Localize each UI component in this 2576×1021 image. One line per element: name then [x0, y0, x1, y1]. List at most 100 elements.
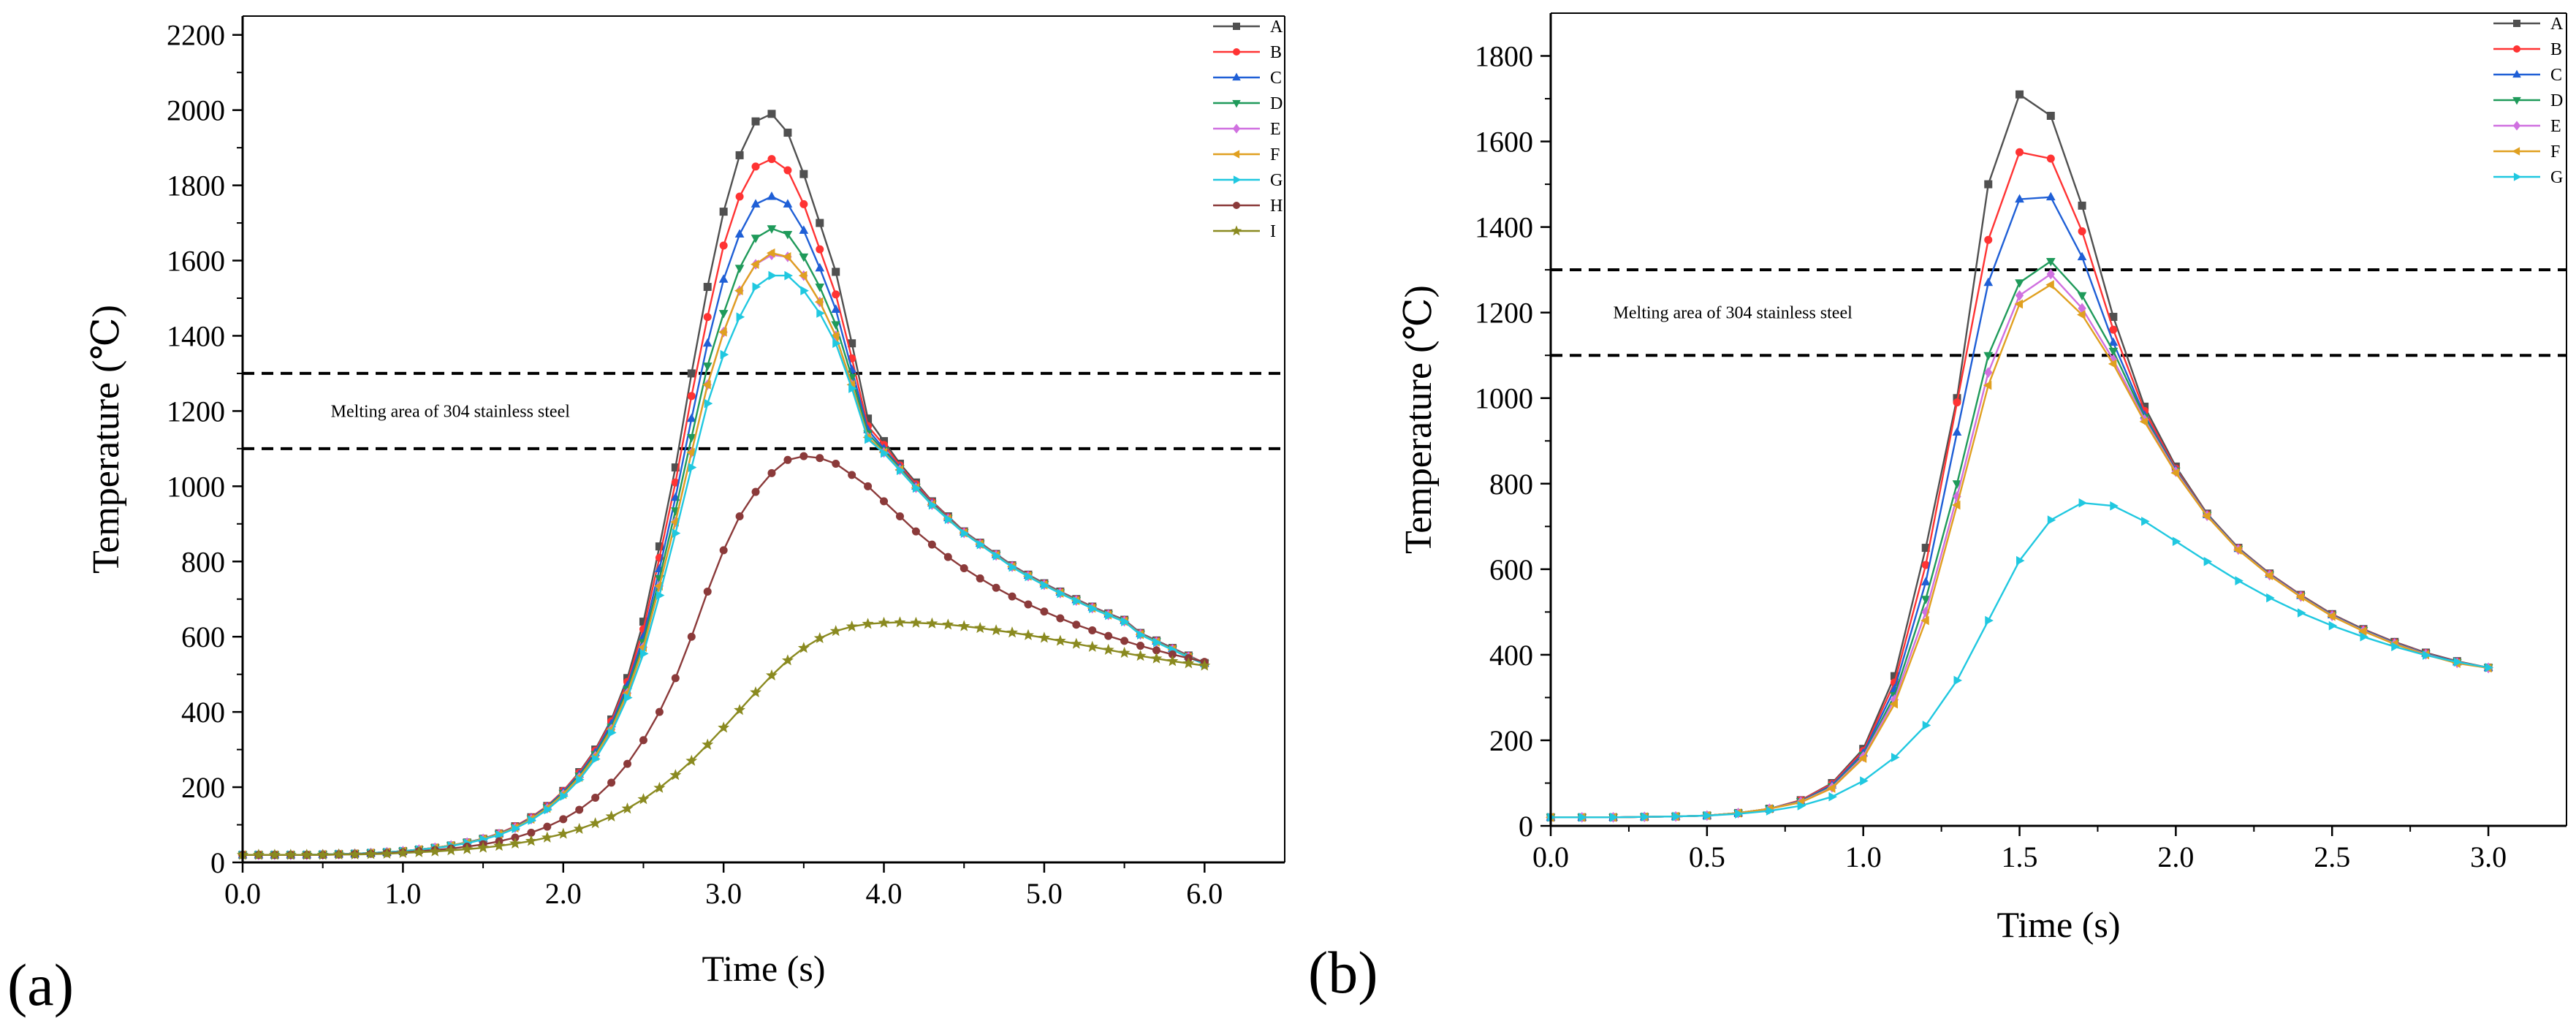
- chart-a-legend-marker-D: [1232, 99, 1241, 108]
- chart-a-series-G-point-45: [960, 528, 970, 539]
- chart-b-series-F-point-25: [2327, 611, 2336, 621]
- chart-b-series-F-point-15: [2014, 299, 2024, 309]
- chart-a-series-I-point-10: [397, 846, 409, 858]
- chart-a-series-I-point-43: [926, 617, 938, 629]
- chart-a-series-G-point-22: [592, 754, 601, 764]
- chart-a-series-I-point-38: [846, 620, 858, 632]
- chart-b-series-G-point-6: [1735, 809, 1744, 819]
- chart-a-series-D-point-31: [734, 265, 745, 273]
- chart-a-series-I-point-48: [1006, 626, 1019, 638]
- chart-b-series-G-point-2: [1610, 812, 1619, 822]
- chart-a-series-G-point-35: [800, 286, 809, 296]
- chart-b-series-C-point-12: [1920, 577, 1931, 585]
- chart-a-series-C-point-36: [815, 262, 825, 272]
- chart-b-series-B: [1546, 148, 2493, 821]
- chart-b-series-D-point-14: [1983, 352, 1994, 361]
- chart-a-series-D-point-30: [718, 310, 729, 319]
- chart-a-series-I-point-53: [1086, 640, 1098, 652]
- chart-a-y-tick-label-11: 2200: [167, 19, 225, 52]
- chart-a-series-G-point-27: [672, 528, 681, 539]
- chart-b-series-D-point-18: [2108, 347, 2119, 357]
- chart-a-y-tick-label-6: 1200: [167, 395, 225, 428]
- chart-a-series-B-point-30: [719, 241, 728, 250]
- chart-b-x-axis-label: Time (s): [1996, 904, 2120, 945]
- chart-a-x-tick-label-5: 5.0: [1026, 877, 1063, 910]
- chart-b-series-A-point-17: [2078, 201, 2086, 210]
- chart-a-legend-label-F: F: [1270, 145, 1280, 164]
- chart-a-series-H-point-51: [1056, 614, 1065, 623]
- chart-a-series-H-point-46: [976, 574, 984, 582]
- chart-b-series-G-point-7: [1766, 806, 1775, 816]
- chart-b-series-F-point-14: [1983, 380, 1992, 390]
- chart-a-series-I-point-47: [990, 624, 1003, 636]
- panel-a-letter: (a): [7, 952, 74, 1018]
- chart-a-series-D-point-36: [815, 284, 825, 292]
- chart-a-series-G-point-28: [688, 463, 697, 472]
- chart-a-series-H-point-39: [864, 482, 873, 490]
- chart-a-legend-label-E: E: [1270, 120, 1281, 139]
- chart-b-series-F-point-20: [2170, 468, 2179, 478]
- chart-a-series-I-point-2: [268, 849, 281, 860]
- chart-b-legend-marker-A: [2513, 20, 2520, 27]
- chart-a-series-I-point-58: [1166, 655, 1179, 667]
- chart-a-series-I-point-24: [621, 802, 634, 814]
- chart-b-y-tick-label-5: 1000: [1475, 382, 1533, 415]
- chart-a-series-H-point-37: [832, 459, 840, 468]
- chart-a-series-I-point-8: [365, 848, 377, 859]
- chart-b-series-C-point-15: [2015, 194, 2024, 203]
- chart-a-series-B-point-31: [735, 192, 744, 201]
- chart-a-series-I-point-30: [718, 721, 730, 733]
- chart-b-x-tick-label-4: 2.0: [2157, 840, 2194, 873]
- chart-a-series-B-point-36: [816, 245, 824, 254]
- chart-b-y-tick-label-0: 0: [1519, 810, 1533, 843]
- chart-a-series-H-point-27: [671, 674, 680, 683]
- chart-a-series-I-point-42: [910, 616, 922, 628]
- chart-a-series-I-point-35: [797, 642, 810, 653]
- chart-a-series-G-point-36: [816, 308, 825, 318]
- chart-b-series-A-point-15: [2015, 90, 2024, 99]
- chart-a-series-I-point-31: [734, 704, 746, 716]
- chart-a-series-G-point-16: [495, 830, 505, 840]
- chart-a-legend-label-H: H: [1270, 197, 1283, 216]
- chart-a-y-tick-label-5: 1000: [167, 470, 225, 503]
- chart-a-series-I-point-32: [750, 686, 762, 698]
- chart-a-series-G-point-54: [1105, 610, 1114, 620]
- chart-a-series-I-point-11: [413, 846, 425, 857]
- chart-a-legend-marker-A: [1233, 23, 1240, 30]
- chart-b-series-F-point-12: [1920, 615, 1929, 626]
- chart-a-series-I-point-27: [669, 769, 682, 781]
- chart-a-series-I-point-36: [813, 631, 826, 644]
- chart-b-series-B-point-13: [1953, 398, 1961, 407]
- chart-a-x-tick-label-3: 3.0: [705, 877, 742, 910]
- chart-b-series-G-point-9: [1828, 792, 1837, 802]
- chart-b-series-G-point-19: [2141, 516, 2150, 526]
- chart-a-series-I-point-1: [252, 849, 265, 860]
- chart-b-legend-label-D: D: [2550, 91, 2563, 110]
- chart-a-series-I-point-9: [381, 847, 393, 859]
- chart-b-series-A-point-14: [1984, 180, 1993, 189]
- chart-a-series-G-point-18: [528, 816, 536, 825]
- chart-a-series-I-point-40: [878, 616, 890, 628]
- chart-b-series-G-point-23: [2266, 593, 2275, 603]
- chart-b-series-G-point-4: [1672, 811, 1682, 821]
- chart-b-y-tick-label-6: 1200: [1475, 297, 1533, 330]
- chart-b-series-D-point-15: [2015, 279, 2024, 288]
- chart-b-series-F-point-23: [2264, 571, 2273, 580]
- chart-a-series-D-point-32: [751, 235, 761, 243]
- chart-b-legend-marker-B: [2513, 45, 2520, 53]
- chart-a-legend-label-B: B: [1270, 43, 1282, 62]
- chart-a-series-A-point-37: [832, 267, 840, 276]
- chart-b-series-C-point-13: [1952, 427, 1962, 436]
- chart-a-series-G-point-17: [512, 824, 520, 834]
- chart-a-series-I-point-60: [1198, 659, 1211, 671]
- chart-a-series-G-point-32: [752, 282, 761, 292]
- chart-a-series-A: [238, 110, 1209, 859]
- chart-a-series-G-point-53: [1089, 604, 1098, 613]
- chart-a-series-I-point-20: [557, 827, 569, 839]
- chart-a-series-G-point-39: [865, 434, 873, 444]
- chart-a-series-H-point-23: [607, 778, 616, 787]
- chart-a-series-I-point-41: [894, 616, 906, 628]
- chart-b-x-tick-label-0: 0.0: [1532, 840, 1569, 873]
